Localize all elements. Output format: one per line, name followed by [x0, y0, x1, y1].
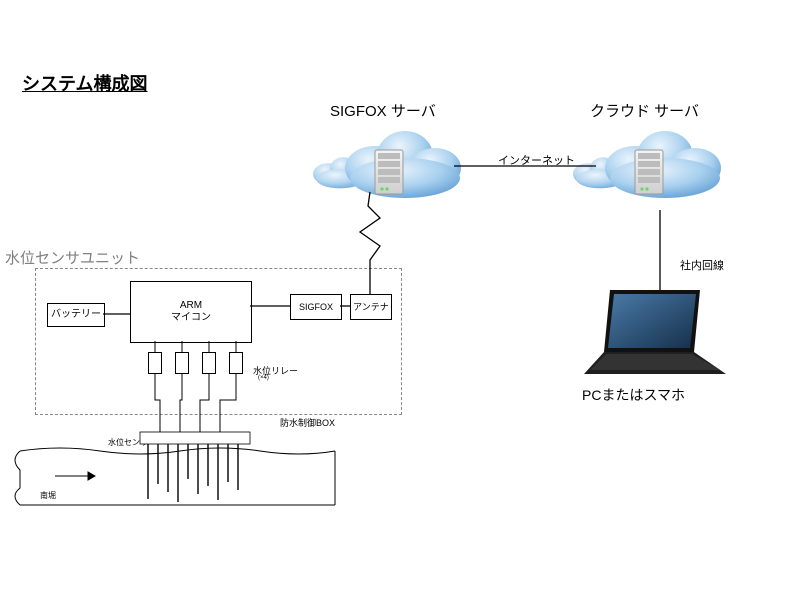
sigfox-box: SIGFOX — [290, 294, 342, 320]
water-channel — [15, 448, 335, 505]
cloud-server-label: クラウド サーバ — [590, 100, 699, 121]
pc-smartphone-label: PCまたはスマホ — [582, 385, 685, 405]
sigfox-server-label: SIGFOX サーバ — [330, 100, 436, 121]
intranet-label: 社内回線 — [680, 257, 724, 273]
laptop-icon — [584, 290, 726, 374]
relay-box — [148, 352, 162, 374]
sigfox-cloud-icon — [313, 131, 461, 198]
internet-label: インターネット — [498, 152, 575, 168]
sensor-unit-label: 水位センサユニット — [5, 247, 140, 268]
arm-box: ARM マイコン — [130, 281, 252, 343]
relay-box — [175, 352, 189, 374]
diagram-title: システム構成図 — [22, 70, 147, 96]
antenna-box: アンテナ — [350, 294, 392, 320]
cloud-server-icon — [573, 131, 721, 198]
battery-box: バッテリー — [47, 303, 105, 327]
relay-box — [202, 352, 216, 374]
water-sensor-label: 水位センサ — [108, 437, 148, 448]
box-label: 防水制御BOX — [280, 416, 335, 429]
relay-box — [229, 352, 243, 374]
canal-label: 南堀 — [40, 490, 56, 501]
